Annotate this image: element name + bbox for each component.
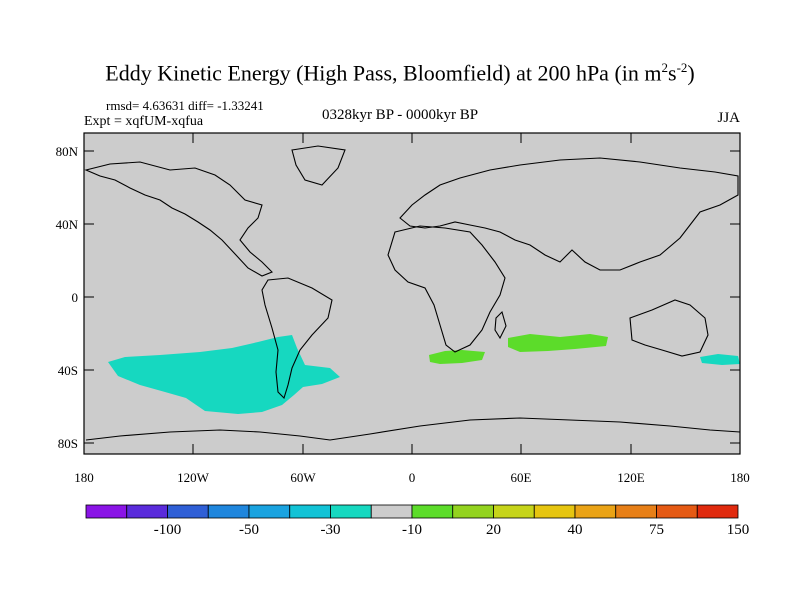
colorbar-swatch [330, 504, 372, 519]
x-tick-labels: 180 120W 60W 0 60E 120E 180 [74, 470, 750, 485]
colorbar-labels: -100 -50 -30 -10 20 40 75 150 [154, 522, 750, 538]
stats-label: rmsd= 4.63631 diff= -1.33241 [106, 98, 264, 113]
y-tick-label: 80N [56, 144, 79, 159]
y-tick-labels: 80N 40N 0 40S 80S [56, 144, 79, 451]
y-tick-label: 0 [72, 290, 79, 305]
colorbar-swatch [533, 504, 576, 519]
coastlines [84, 145, 741, 441]
x-tick-label: 180 [74, 470, 94, 485]
colorbar-swatch [207, 504, 250, 519]
negative-anomaly-region-tasman [700, 354, 740, 365]
x-tick-label: 120W [177, 470, 210, 485]
coast-australia [629, 299, 709, 357]
coast-north-america [84, 161, 273, 277]
colorbar-label: 75 [649, 522, 664, 538]
y-tick-label: 40S [58, 363, 78, 378]
colorbar-swatch [289, 504, 331, 519]
coast-madagascar [494, 310, 507, 340]
colorbar-label: -100 [154, 522, 182, 538]
colorbar-swatch [452, 504, 494, 519]
colorbar-swatch [167, 504, 209, 519]
coast-eurasia [399, 157, 739, 271]
colorbar [85, 504, 739, 519]
colorbar-swatch [411, 504, 454, 519]
x-axis-ticks [192, 133, 632, 454]
x-tick-label: 60E [511, 470, 532, 485]
coast-antarctica [85, 417, 741, 441]
colorbar-swatch [85, 504, 128, 519]
colorbar-label: -30 [321, 522, 341, 538]
coast-africa [387, 225, 506, 353]
colorbar-swatch [493, 504, 535, 519]
y-axis-ticks [84, 150, 740, 444]
experiment-label: Expt = xqfUM-xqfua [84, 114, 204, 129]
colorbar-swatch [696, 504, 739, 519]
negative-anomaly-region-south-pacific [108, 335, 340, 414]
colorbar-swatch [248, 504, 291, 519]
x-tick-label: 60W [290, 470, 316, 485]
positive-anomaly-region-indian-ocean [508, 334, 608, 352]
x-tick-label: 0 [409, 470, 416, 485]
x-tick-label: 180 [730, 470, 750, 485]
map-title: Eddy Kinetic Energy (High Pass, Bloomfie… [105, 60, 695, 86]
colorbar-label: -10 [402, 522, 422, 538]
positive-anomaly-region-south-africa [429, 350, 485, 364]
coast-south-america [261, 277, 333, 400]
period-label: 0328kyr BP - 0000kyr BP [321, 107, 479, 123]
colorbar-label: 150 [727, 522, 750, 538]
y-tick-label: 40N [56, 217, 79, 232]
colorbar-swatch [370, 504, 413, 519]
colorbar-swatch [126, 504, 168, 519]
colorbar-swatch [656, 504, 698, 519]
season-label: JJA [717, 110, 740, 126]
x-tick-label: 120E [617, 470, 645, 485]
colorbar-label: 20 [486, 522, 501, 538]
colorbar-label: -50 [239, 522, 259, 538]
coast-greenland [291, 145, 346, 186]
colorbar-swatch [574, 504, 617, 519]
colorbar-swatch [615, 504, 657, 519]
map-background [84, 133, 740, 454]
y-tick-label: 80S [58, 436, 78, 451]
colorbar-label: 40 [568, 522, 583, 538]
